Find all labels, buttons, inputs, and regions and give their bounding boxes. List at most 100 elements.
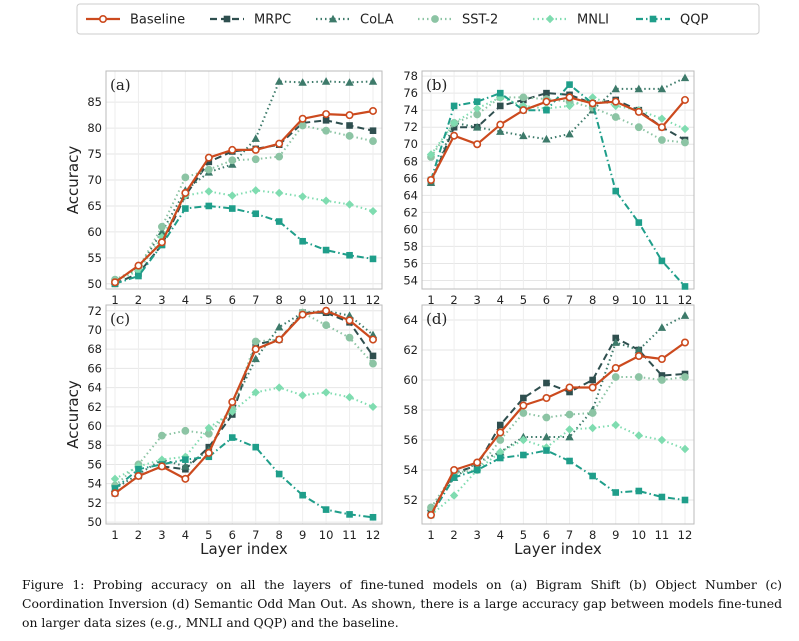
data-point bbox=[565, 432, 574, 441]
data-point bbox=[251, 145, 260, 154]
data-point bbox=[450, 102, 458, 110]
y-tick-label: 70 bbox=[87, 173, 102, 187]
data-point bbox=[450, 131, 459, 140]
data-point bbox=[566, 81, 573, 88]
legend-marker bbox=[649, 15, 657, 23]
data-point bbox=[473, 458, 482, 467]
data-point bbox=[298, 78, 307, 86]
y-tick-label: 56 bbox=[403, 433, 418, 447]
data-point bbox=[450, 123, 458, 131]
data-point bbox=[181, 426, 190, 435]
data-point bbox=[369, 513, 377, 521]
data-point bbox=[611, 97, 620, 106]
x-tick-label: 5 bbox=[520, 293, 527, 307]
data-point bbox=[299, 491, 306, 499]
y-tick-label: 52 bbox=[403, 493, 418, 507]
data-point bbox=[611, 84, 620, 93]
y-tick-label: 60 bbox=[87, 419, 102, 433]
data-point bbox=[135, 272, 142, 280]
data-point bbox=[228, 407, 237, 416]
data-point bbox=[111, 489, 120, 498]
x-tick-label: 1 bbox=[427, 293, 434, 307]
data-point bbox=[496, 120, 505, 129]
data-point bbox=[449, 491, 459, 500]
series-mnli bbox=[110, 186, 378, 286]
data-point bbox=[426, 510, 435, 519]
data-point bbox=[346, 122, 353, 129]
data-point bbox=[473, 466, 481, 474]
data-point bbox=[542, 134, 551, 143]
data-point bbox=[426, 150, 436, 159]
data-point bbox=[368, 77, 378, 85]
data-point bbox=[228, 191, 237, 200]
data-point bbox=[181, 188, 190, 197]
legend-entry-mrpc: MRPC bbox=[210, 13, 291, 28]
series-qqp bbox=[111, 434, 377, 521]
data-point bbox=[181, 462, 190, 470]
data-point bbox=[542, 393, 551, 402]
data-point bbox=[251, 354, 260, 363]
data-point bbox=[298, 310, 307, 319]
data-point bbox=[681, 138, 689, 147]
data-point bbox=[426, 176, 435, 185]
data-point bbox=[251, 337, 260, 346]
data-point bbox=[658, 136, 666, 144]
plot-frame bbox=[421, 70, 695, 290]
x-tick-label: 2 bbox=[450, 528, 457, 542]
y-tick-label: 75 bbox=[87, 147, 102, 161]
x-tick-label: 10 bbox=[631, 293, 646, 307]
data-point bbox=[589, 472, 596, 480]
data-point bbox=[182, 205, 189, 212]
x-tick-label: 7 bbox=[252, 528, 259, 542]
data-point bbox=[634, 123, 643, 132]
data-point bbox=[612, 334, 620, 342]
data-point bbox=[298, 114, 307, 123]
data-point bbox=[252, 443, 260, 451]
data-point bbox=[681, 496, 689, 504]
x-tick-label: 12 bbox=[678, 528, 693, 542]
series-line bbox=[430, 424, 686, 516]
x-tick-label: 8 bbox=[276, 293, 283, 307]
legend-entry-sst-2: SST-2 bbox=[418, 13, 498, 28]
data-point bbox=[228, 145, 237, 154]
series-line bbox=[114, 189, 374, 283]
data-point bbox=[204, 153, 213, 162]
data-point bbox=[274, 77, 284, 85]
x-tick-label: 7 bbox=[566, 528, 573, 542]
legend-label: SST-2 bbox=[462, 13, 498, 28]
data-point bbox=[657, 354, 666, 363]
data-point bbox=[496, 454, 504, 462]
data-point bbox=[322, 117, 330, 124]
legend-marker bbox=[223, 15, 231, 23]
y-tick-label: 56 bbox=[87, 457, 102, 471]
y-tick-label: 80 bbox=[87, 121, 102, 135]
y-tick-label: 55 bbox=[87, 251, 102, 265]
data-point bbox=[252, 210, 260, 218]
legend-marker bbox=[545, 14, 555, 24]
y-tick-label: 62 bbox=[403, 205, 418, 219]
data-point bbox=[543, 106, 550, 114]
data-point bbox=[472, 104, 482, 113]
data-point bbox=[368, 335, 377, 344]
data-point bbox=[368, 206, 378, 216]
data-point bbox=[322, 246, 330, 254]
x-tick-label: 3 bbox=[158, 293, 165, 307]
data-point bbox=[368, 106, 377, 115]
data-point bbox=[322, 321, 330, 330]
x-tick-label: 8 bbox=[589, 293, 596, 307]
series-baseline bbox=[111, 106, 377, 287]
data-point bbox=[543, 447, 550, 454]
data-point bbox=[680, 311, 690, 319]
y-tick-label: 68 bbox=[87, 342, 102, 356]
data-point bbox=[322, 306, 331, 315]
data-point bbox=[275, 139, 284, 148]
series-line bbox=[114, 205, 374, 285]
data-point bbox=[274, 383, 284, 392]
legend-entry-mnli: MNLI bbox=[533, 13, 609, 28]
data-point bbox=[634, 107, 643, 116]
y-tick-label: 64 bbox=[403, 313, 418, 327]
data-point bbox=[204, 448, 213, 457]
data-point bbox=[368, 402, 378, 412]
data-point bbox=[588, 99, 597, 108]
